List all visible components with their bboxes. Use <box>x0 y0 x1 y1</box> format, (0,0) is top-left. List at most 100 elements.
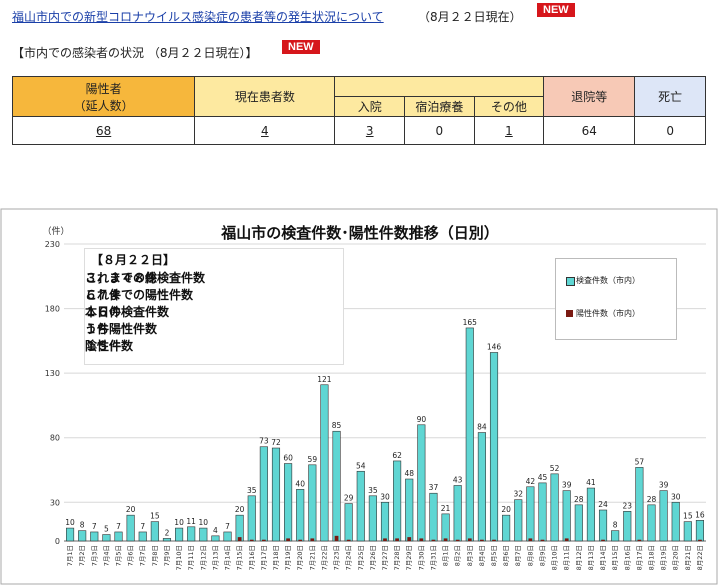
data-label: 20 <box>501 505 511 514</box>
y-axis-label: （件） <box>42 225 69 237</box>
report-title-link[interactable]: 福山市内での新型コロナウイルス感染症の患者等の発生状況について <box>12 10 384 24</box>
data-label: 20 <box>235 505 245 514</box>
x-tick-label: 8月5日 <box>490 545 498 566</box>
x-tick-label: 7月18日 <box>272 545 280 570</box>
data-label: 7 <box>92 522 97 531</box>
tests-bar <box>526 486 535 542</box>
daily-summary-box: 【８月２２日】 これまでの総検査件数 ３，３４８件 これまでの陽性件数 ６７件 本日の検… <box>84 248 344 365</box>
positive-bar <box>298 539 303 541</box>
x-tick-label: 7月20日 <box>296 545 304 570</box>
positive-bar <box>334 535 339 541</box>
data-label: 20 <box>126 505 136 514</box>
tests-bar <box>538 482 547 542</box>
hospitalized-header: 入院 <box>334 96 406 117</box>
x-tick-label: 8月14日 <box>599 545 607 570</box>
tests-bar <box>368 495 377 542</box>
x-tick-label: 8月20日 <box>672 545 680 570</box>
tests-bar <box>199 527 208 542</box>
y-tick-label: 30 <box>50 498 60 507</box>
positive-bar <box>249 539 254 541</box>
x-tick-label: 8月4日 <box>478 545 486 566</box>
data-label: 41 <box>586 478 596 487</box>
new-badge: NEW <box>282 40 320 54</box>
data-label: 28 <box>647 495 657 504</box>
deaths-header: 死亡 <box>634 76 706 117</box>
positive-bar <box>407 537 412 541</box>
positive-bar <box>540 539 545 541</box>
data-label: 7 <box>116 522 121 531</box>
x-tick-label: 7月7日 <box>139 545 147 566</box>
data-label: 39 <box>659 481 669 490</box>
positive-bar <box>286 538 290 541</box>
positive-bar <box>443 538 448 541</box>
data-label: 85 <box>332 421 342 430</box>
data-label: 60 <box>283 454 293 463</box>
y-tick-label: 80 <box>50 434 60 443</box>
positive-bar <box>383 538 387 541</box>
data-label: 39 <box>562 481 572 490</box>
data-label: 2 <box>165 528 170 537</box>
x-tick-label: 7月5日 <box>115 545 123 566</box>
positive-bar <box>564 538 569 541</box>
tests-bar <box>284 463 293 542</box>
discharged-header: 退院等 <box>543 76 636 117</box>
x-tick-label: 8月3日 <box>466 545 474 566</box>
data-label: 90 <box>417 415 427 424</box>
x-tick-label: 8月17日 <box>635 545 643 570</box>
tests-bar <box>296 489 305 542</box>
x-tick-label: 7月6日 <box>127 545 135 566</box>
x-tick-label: 7月11日 <box>187 545 195 570</box>
other-value-cell: 1 <box>473 116 545 145</box>
x-tick-label: 7月9日 <box>163 545 171 566</box>
data-label: 35 <box>368 486 378 495</box>
x-tick-label: 8月18日 <box>647 545 655 570</box>
positive-bar <box>698 539 702 541</box>
infection-status-table: 陽性者 （延人数） 現在患者数 退院等 死亡 入院 宿泊療養 その他 68 4 … <box>11 76 706 145</box>
tests-bar <box>550 473 559 542</box>
data-label: 24 <box>598 500 608 509</box>
lodging-value-cell: 0 <box>404 116 475 145</box>
data-label: 32 <box>513 490 523 499</box>
tests-bar <box>332 430 341 542</box>
tests-bar <box>405 478 414 542</box>
positive-bar <box>637 539 642 541</box>
tests-bar <box>477 432 486 542</box>
x-tick-label: 7月23日 <box>333 545 341 570</box>
tests-bar <box>259 446 268 542</box>
positive-bar <box>395 538 399 541</box>
new-badge: NEW <box>537 3 575 17</box>
positive-value-link[interactable]: 68 <box>95 123 112 138</box>
tests-bar <box>271 447 281 542</box>
data-label: 4 <box>213 526 218 535</box>
data-label: 23 <box>622 501 632 510</box>
lodging-header: 宿泊療養 <box>404 96 475 117</box>
data-label: 57 <box>635 457 645 466</box>
data-label: 10 <box>174 518 184 527</box>
positive-bar <box>480 539 484 541</box>
tests-bar <box>308 464 317 542</box>
legend-label-tests: 検査件数（市内） <box>576 276 640 285</box>
summary-row-value: ６７件 <box>85 288 122 302</box>
x-tick-label: 7月14日 <box>224 545 232 570</box>
data-label: 29 <box>344 494 354 503</box>
x-tick-label: 7月27日 <box>381 545 389 570</box>
x-tick-label: 7月16日 <box>248 545 256 570</box>
tests-bar <box>211 535 220 542</box>
current-patients-value-link[interactable]: 4 <box>261 123 269 138</box>
hospitalized-value-link[interactable]: 3 <box>365 123 374 138</box>
tests-bar <box>90 531 99 542</box>
x-tick-label: 8月16日 <box>623 545 631 570</box>
x-tick-label: 7月4日 <box>102 545 110 566</box>
tests-bar <box>465 327 474 542</box>
legend: 検査件数（市内） 陽性件数（市内） <box>555 258 677 340</box>
tests-bar <box>66 527 75 542</box>
other-value-link[interactable]: 1 <box>505 123 513 138</box>
data-label: 10 <box>199 518 209 527</box>
tests-bar <box>175 527 184 542</box>
x-tick-label: 7月17日 <box>260 545 268 570</box>
tests-bar <box>623 510 632 542</box>
legend-swatch-positive <box>566 310 573 317</box>
report-date: （8月２２日現在） <box>418 10 522 24</box>
data-label: 11 <box>186 517 196 526</box>
data-label: 48 <box>404 469 414 478</box>
